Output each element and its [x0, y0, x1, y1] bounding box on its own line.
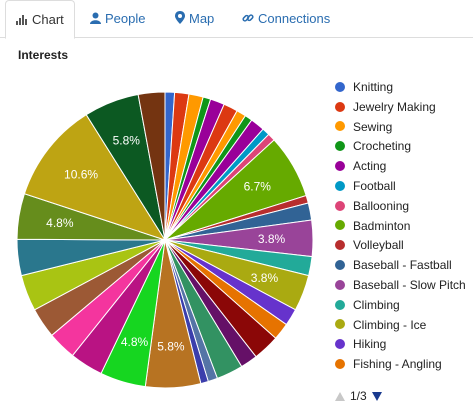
- tab-map[interactable]: Map: [175, 0, 214, 38]
- legend-label: Crocheting: [353, 139, 412, 154]
- legend-swatch: [335, 161, 345, 172]
- tab-label: People: [105, 11, 146, 26]
- legend-item[interactable]: Knitting: [335, 78, 473, 98]
- tab-label: Map: [189, 11, 215, 26]
- legend-item[interactable]: Jewelry Making: [335, 98, 473, 118]
- chart-legend: Knitting Jewelry Making Sewing Crocheting Ac…: [335, 78, 473, 375]
- link-icon: [242, 1, 254, 39]
- legend-label: Baseball - Fastball: [353, 258, 452, 273]
- legend-label: Sewing: [353, 119, 393, 134]
- legend-label: Fishing - Angling: [353, 357, 442, 372]
- previous-page-icon: [335, 392, 345, 402]
- legend-swatch: [335, 180, 345, 191]
- pie-slice[interactable]: [137, 91, 166, 241]
- legend-item[interactable]: Hiking: [335, 335, 473, 355]
- tab-bar: Chart People Map Connections: [0, 0, 473, 39]
- tab-label: Chart: [32, 12, 64, 27]
- slice-label: 5.8%: [113, 134, 141, 148]
- tab-people[interactable]: People: [90, 0, 145, 38]
- legend-swatch: [335, 260, 345, 270]
- legend-swatch: [335, 358, 345, 369]
- legend-label: Badminton: [353, 218, 411, 233]
- legend-item[interactable]: Badminton: [335, 217, 473, 237]
- legend-item[interactable]: Fishing - Angling: [335, 355, 473, 375]
- legend-item[interactable]: Sewing: [335, 118, 473, 138]
- page-indicator: 1/3: [350, 389, 367, 403]
- legend-swatch: [335, 200, 345, 211]
- slice-label: 3.8%: [258, 232, 286, 246]
- slice-label: 5.8%: [157, 339, 185, 353]
- person-icon: [90, 1, 101, 39]
- legend-item[interactable]: Acting: [335, 157, 473, 177]
- legend-item[interactable]: Climbing - Ice: [335, 316, 473, 336]
- legend-swatch: [335, 121, 345, 132]
- legend-label: Ballooning: [353, 198, 410, 213]
- legend-item[interactable]: Volleyball: [335, 236, 473, 256]
- legend-swatch: [335, 279, 345, 290]
- chart-title: Interests: [18, 48, 69, 62]
- tab-chart[interactable]: Chart: [5, 0, 75, 39]
- legend-item[interactable]: Crocheting: [335, 137, 473, 157]
- slice-label: 4.8%: [121, 335, 149, 349]
- map-pin-icon: [175, 1, 185, 39]
- legend-swatch: [335, 220, 345, 231]
- slice-label: 10.6%: [64, 167, 98, 181]
- legend-label: Hiking: [353, 337, 387, 352]
- slice-label: 4.8%: [46, 216, 74, 230]
- tab-connections[interactable]: Connections: [242, 0, 330, 38]
- legend-swatch: [335, 319, 345, 330]
- legend-item[interactable]: Baseball - Slow Pitch: [335, 276, 473, 296]
- legend-label: Jewelry Making: [353, 99, 436, 114]
- slice-label: 3.8%: [251, 271, 279, 285]
- legend-swatch: [335, 81, 345, 92]
- legend-item[interactable]: Climbing: [335, 296, 473, 316]
- legend-swatch: [335, 299, 345, 310]
- bar-chart-icon: [16, 2, 28, 40]
- legend-label: Climbing: [353, 297, 400, 312]
- legend-label: Baseball - Slow Pitch: [353, 277, 466, 292]
- legend-label: Acting: [353, 159, 387, 174]
- pie-slice[interactable]: [23, 114, 167, 241]
- legend-swatch: [335, 141, 345, 152]
- legend-swatch: [335, 339, 345, 350]
- legend-label: Climbing - Ice: [353, 317, 427, 332]
- legend-swatch: [335, 101, 345, 112]
- tab-label: Connections: [258, 11, 331, 26]
- legend-label: Volleyball: [353, 238, 404, 253]
- next-page-icon[interactable]: [371, 392, 382, 402]
- legend-swatch: [335, 240, 345, 251]
- legend-item[interactable]: Ballooning: [335, 197, 473, 217]
- legend-pager: 1/3: [335, 388, 382, 404]
- legend-label: Football: [353, 178, 396, 193]
- pie-chart: 6.7% 3.8% 3.8% 5.8% 4.8% 4.8% 10.6% 5.8%: [16, 91, 314, 389]
- legend-item[interactable]: Football: [335, 177, 473, 197]
- slice-label: 6.7%: [244, 180, 272, 194]
- legend-item[interactable]: Baseball - Fastball: [335, 256, 473, 276]
- legend-label: Knitting: [353, 80, 394, 94]
